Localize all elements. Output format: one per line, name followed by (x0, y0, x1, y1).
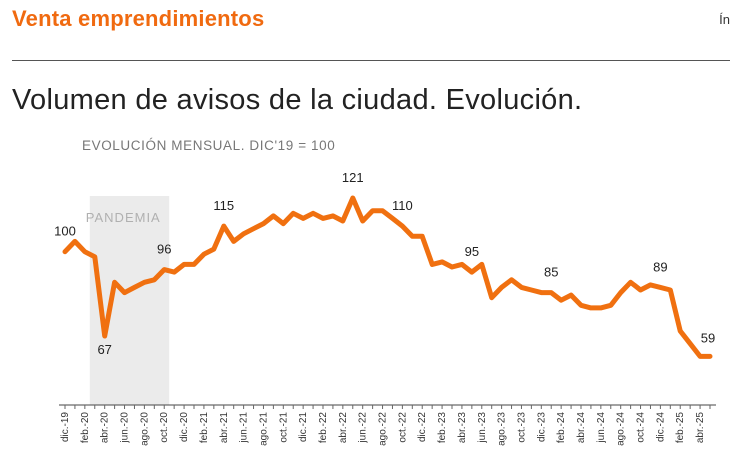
chart-title: Volumen de avisos de la ciudad. Evolució… (12, 84, 583, 116)
header-truncated-link[interactable]: Ín (719, 12, 730, 27)
pandemia-label: PANDEMIA (86, 210, 161, 225)
x-tick-label: abr.-25 (695, 412, 706, 444)
x-tick-label: jun.-24 (596, 412, 607, 444)
x-tick-label: jun.-20 (120, 412, 131, 444)
x-tick-label: oct.-23 (516, 412, 527, 443)
chart-subtitle: EVOLUCIÓN MENSUAL. DIC'19 = 100 (82, 138, 336, 153)
series-line (62, 195, 713, 359)
x-ticks: dic.-19 feb.-20 abr.-20 jun.-20 ago.-20 oct.-… (60, 405, 711, 446)
x-tick-label: oct.-22 (397, 412, 408, 443)
x-tick-label: ago.-21 (258, 412, 269, 446)
x-tick-label: feb.-24 (556, 412, 567, 444)
x-tick-label: jun.-22 (358, 412, 369, 444)
x-tick-label: abr.-22 (338, 412, 349, 444)
x-tick-label: jun.-21 (239, 412, 250, 444)
x-tick-label: oct.-21 (278, 412, 289, 443)
x-tick-label: dic.-24 (655, 412, 666, 442)
x-tick-label: jun.-23 (477, 412, 488, 444)
header-divider (12, 60, 730, 61)
data-label: 100 (54, 224, 76, 239)
x-tick-label: abr.-24 (576, 412, 587, 444)
data-label: 67 (97, 342, 111, 357)
data-label: 95 (465, 244, 479, 259)
data-label: 89 (653, 259, 667, 274)
x-tick-label: dic.-23 (536, 412, 547, 442)
x-tick-label: dic.-20 (179, 412, 190, 442)
section-title: Venta emprendimientos (12, 6, 265, 31)
data-label: 121 (342, 170, 364, 185)
x-tick-label: feb.-22 (318, 412, 329, 444)
x-tick-label: dic.-21 (298, 412, 309, 442)
data-label: 115 (213, 198, 234, 213)
x-tick-label: ago.-20 (139, 412, 150, 446)
x-tick-label: abr.-20 (100, 412, 111, 444)
data-label: 59 (701, 330, 715, 345)
x-tick-label: dic.-19 (60, 412, 71, 442)
x-tick-label: oct.-24 (636, 412, 647, 443)
x-tick-label: oct.-20 (159, 412, 170, 443)
x-tick-label: feb.-21 (199, 412, 210, 444)
x-tick-label: abr.-23 (457, 412, 468, 444)
x-tick-label: ago.-24 (616, 412, 627, 446)
x-tick-label: dic.-22 (417, 412, 428, 442)
x-tick-label: feb.-20 (80, 412, 91, 444)
pandemia-band (89, 196, 170, 405)
data-labels: 100 67 96 115 121 110 95 85 89 59 (54, 170, 715, 357)
data-label: 85 (544, 265, 558, 280)
x-tick-label: abr.-21 (219, 412, 230, 444)
x-tick-label: feb.-23 (437, 412, 448, 444)
data-label: 110 (392, 198, 413, 213)
x-tick-label: feb.-25 (675, 412, 686, 444)
data-label: 96 (157, 242, 171, 257)
x-tick-label: ago.-23 (497, 412, 508, 446)
x-tick-label: ago.-22 (378, 412, 389, 446)
